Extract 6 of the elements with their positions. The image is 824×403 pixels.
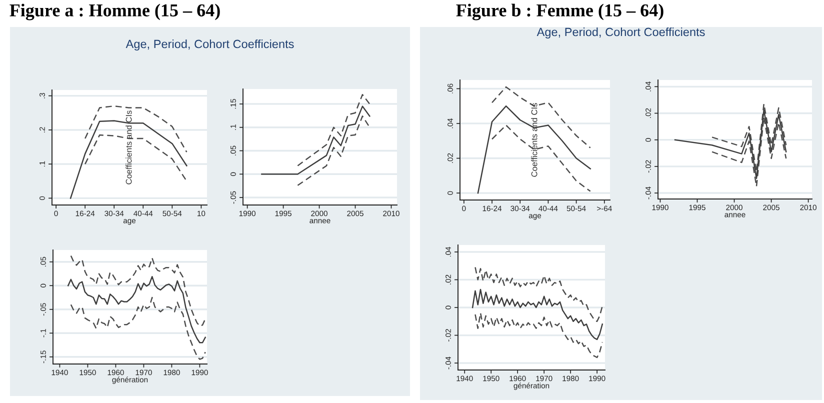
annotation: Coefficients and CIs: [126, 110, 132, 184]
chart-title: Figure b : Femme (15 – 64): [456, 4, 664, 20]
chart-subtitle: Age, Period, Cohort Coefficients: [126, 40, 294, 51]
chart-subtitle: Age, Period, Cohort Coefficients: [536, 28, 705, 39]
chart-title: Figure a : Homme (15 – 64): [10, 4, 220, 20]
annotation: Coefficients and CIs: [531, 103, 538, 177]
